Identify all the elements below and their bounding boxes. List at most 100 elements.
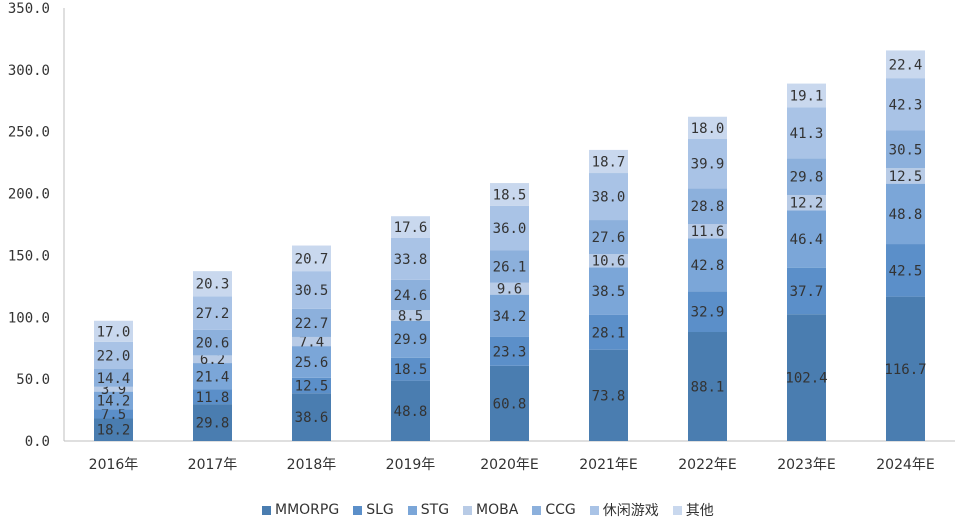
bar-segment <box>787 107 826 159</box>
legend-label-ccg: CCG <box>545 502 576 518</box>
bar-segment <box>886 130 925 169</box>
legend-label-stg: STG <box>420 502 450 518</box>
data-label: 30.5 <box>889 142 923 158</box>
data-label: 38.6 <box>295 410 329 426</box>
bar-segment <box>292 245 331 272</box>
legend-item-slg: SLG <box>353 500 394 520</box>
bar-segment <box>391 237 430 280</box>
bar-segment <box>94 386 133 392</box>
data-label: 11.6 <box>691 224 725 240</box>
bar-segment <box>193 271 232 297</box>
data-label: 28.8 <box>691 199 725 215</box>
chart-legend: MMORPG SLG STG MOBA CCG 休闲游戏 其他 <box>262 500 714 520</box>
y-tick-label: 250.0 <box>8 125 50 141</box>
legend-item-moba: MOBA <box>463 500 518 520</box>
legend-item-casual: 休闲游戏 <box>589 500 659 520</box>
bar-segment <box>193 404 232 441</box>
bar-segment <box>292 377 331 394</box>
x-tick-label: 2021年E <box>579 457 637 473</box>
legend-label-moba: MOBA <box>476 502 519 518</box>
data-label: 18.5 <box>493 187 527 203</box>
y-tick-label: 150.0 <box>8 248 50 264</box>
bar-segment <box>589 349 628 441</box>
bar-segment <box>688 238 727 292</box>
data-label: 18.0 <box>691 121 725 137</box>
x-tick-label: 2018年 <box>287 457 337 473</box>
x-tick-label: 2017年 <box>188 457 238 473</box>
bar-segment <box>886 168 925 184</box>
data-label: 21.4 <box>196 369 230 385</box>
data-label: 18.2 <box>97 423 131 439</box>
data-label: 42.3 <box>889 97 923 113</box>
data-label: 20.7 <box>295 251 329 267</box>
bar-segment <box>688 332 727 441</box>
data-label: 28.1 <box>592 325 626 341</box>
legend-label-slg: SLG <box>366 502 394 518</box>
legend-item-ccg: CCG <box>532 500 576 520</box>
data-label: 6.2 <box>200 352 225 368</box>
bar-segment <box>193 389 232 405</box>
legend-swatch-slg <box>353 505 363 515</box>
data-label: 14.4 <box>97 371 131 387</box>
legend-label-casual: 休闲游戏 <box>602 503 659 519</box>
data-label: 19.1 <box>790 88 824 104</box>
data-label: 17.0 <box>97 324 131 340</box>
legend-item-stg: STG <box>407 500 450 520</box>
data-label: 26.1 <box>493 260 527 276</box>
data-label: 60.8 <box>493 396 527 412</box>
bar-segment <box>589 220 628 255</box>
bar-segment <box>391 310 430 321</box>
data-label: 42.8 <box>691 258 725 274</box>
y-tick-label: 50.0 <box>16 372 50 388</box>
data-label: 33.8 <box>394 252 428 268</box>
bar-segment <box>490 365 529 441</box>
bar-segment <box>589 254 628 268</box>
y-tick-label: 0.0 <box>25 434 50 450</box>
data-label: 29.8 <box>196 416 230 432</box>
data-label: 7.5 <box>101 407 126 423</box>
bar-segment <box>193 329 232 356</box>
data-label: 88.1 <box>691 380 725 396</box>
legend-swatch-casual <box>589 505 599 515</box>
bar-segment <box>490 205 529 251</box>
bar-segment <box>688 291 727 333</box>
data-label: 30.5 <box>295 283 329 299</box>
bar-segment <box>292 336 331 347</box>
data-label: 39.9 <box>691 157 725 173</box>
stacked-bar-chart: 0.0 50.0 100.0 150.0 200.0 250.0 300.0 350.0 18.… <box>8 1 955 473</box>
data-label: 18.7 <box>592 154 626 170</box>
bar-segment <box>94 368 133 387</box>
data-label: 23.3 <box>493 344 527 360</box>
legend-swatch-other <box>672 505 682 515</box>
y-tick-label: 350.0 <box>8 1 50 17</box>
data-label: 42.5 <box>889 263 923 279</box>
data-label: 18.5 <box>394 362 428 378</box>
data-label: 24.6 <box>394 288 428 304</box>
bar-segment <box>886 296 925 441</box>
data-label: 46.4 <box>790 232 824 248</box>
y-tick-label: 300.0 <box>8 63 50 79</box>
legend-label-mmorpg: MMORPG <box>275 502 340 518</box>
data-label: 38.0 <box>592 190 626 206</box>
bar-segment <box>589 314 628 350</box>
bar-segment <box>94 418 133 441</box>
bar-segment <box>391 216 430 238</box>
data-label: 48.8 <box>889 207 923 223</box>
bar-segment <box>94 341 133 369</box>
x-tick-label: 2024年E <box>876 457 934 473</box>
data-label: 36.0 <box>493 221 527 237</box>
bar-segment <box>787 158 826 196</box>
data-label: 9.6 <box>497 282 522 298</box>
legend-swatch-ccg <box>532 505 542 515</box>
x-tick-label: 2022年E <box>678 457 736 473</box>
data-label: 116.7 <box>884 362 926 378</box>
bar-segment <box>886 50 925 79</box>
bar-segment <box>787 267 826 315</box>
data-label: 27.2 <box>196 306 230 322</box>
bar-segment <box>886 244 925 297</box>
data-label: 102.4 <box>785 371 827 387</box>
bar-segment <box>886 78 925 131</box>
bar-segment <box>886 183 925 245</box>
legend-item-other: 其他 <box>672 500 714 520</box>
x-tick-label: 2016年 <box>89 457 139 473</box>
